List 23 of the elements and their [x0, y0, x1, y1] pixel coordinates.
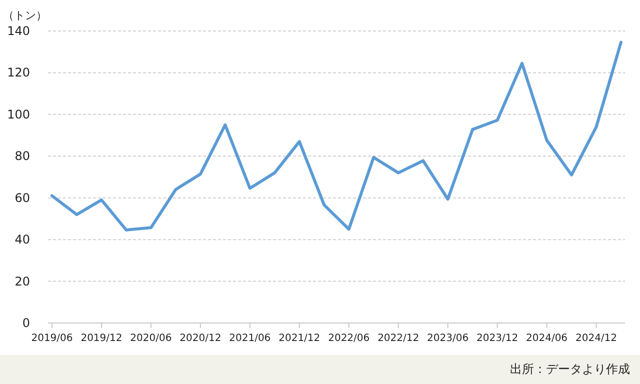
x-tick-label: 2024/12 — [575, 333, 618, 344]
y-axis-title: （トン） — [3, 9, 47, 22]
text: 出所：データより作成 — [510, 362, 630, 376]
y-tick-label: 40 — [14, 232, 30, 247]
x-tick-label: 2022/12 — [378, 333, 420, 344]
x-tick-label: 2019/12 — [80, 333, 122, 344]
x-tick-label: 2023/12 — [476, 333, 518, 344]
x-tick-label: 2019/06 — [31, 333, 73, 344]
x-tick-label: 2021/06 — [229, 333, 271, 344]
x-tick-label: 2022/06 — [328, 333, 370, 344]
y-tick-label: 100 — [7, 107, 30, 122]
x-tick-label: 2021/12 — [278, 333, 320, 344]
y-tick-label: 0 — [22, 316, 30, 330]
y-tick-label: 120 — [7, 66, 30, 80]
line-series — [50, 40, 622, 232]
y-tick-label: 80 — [14, 149, 30, 164]
y-tick-label: 140 — [7, 24, 30, 38]
y-tick-label: 20 — [14, 274, 30, 288]
x-tick-label: 2020/12 — [180, 333, 222, 344]
y-tick-label: 60 — [14, 190, 30, 205]
x-tick-label: 2020/06 — [130, 333, 172, 344]
x-tick-label: 2023/06 — [427, 333, 469, 344]
x-tick-label: 2024/06 — [526, 333, 568, 344]
